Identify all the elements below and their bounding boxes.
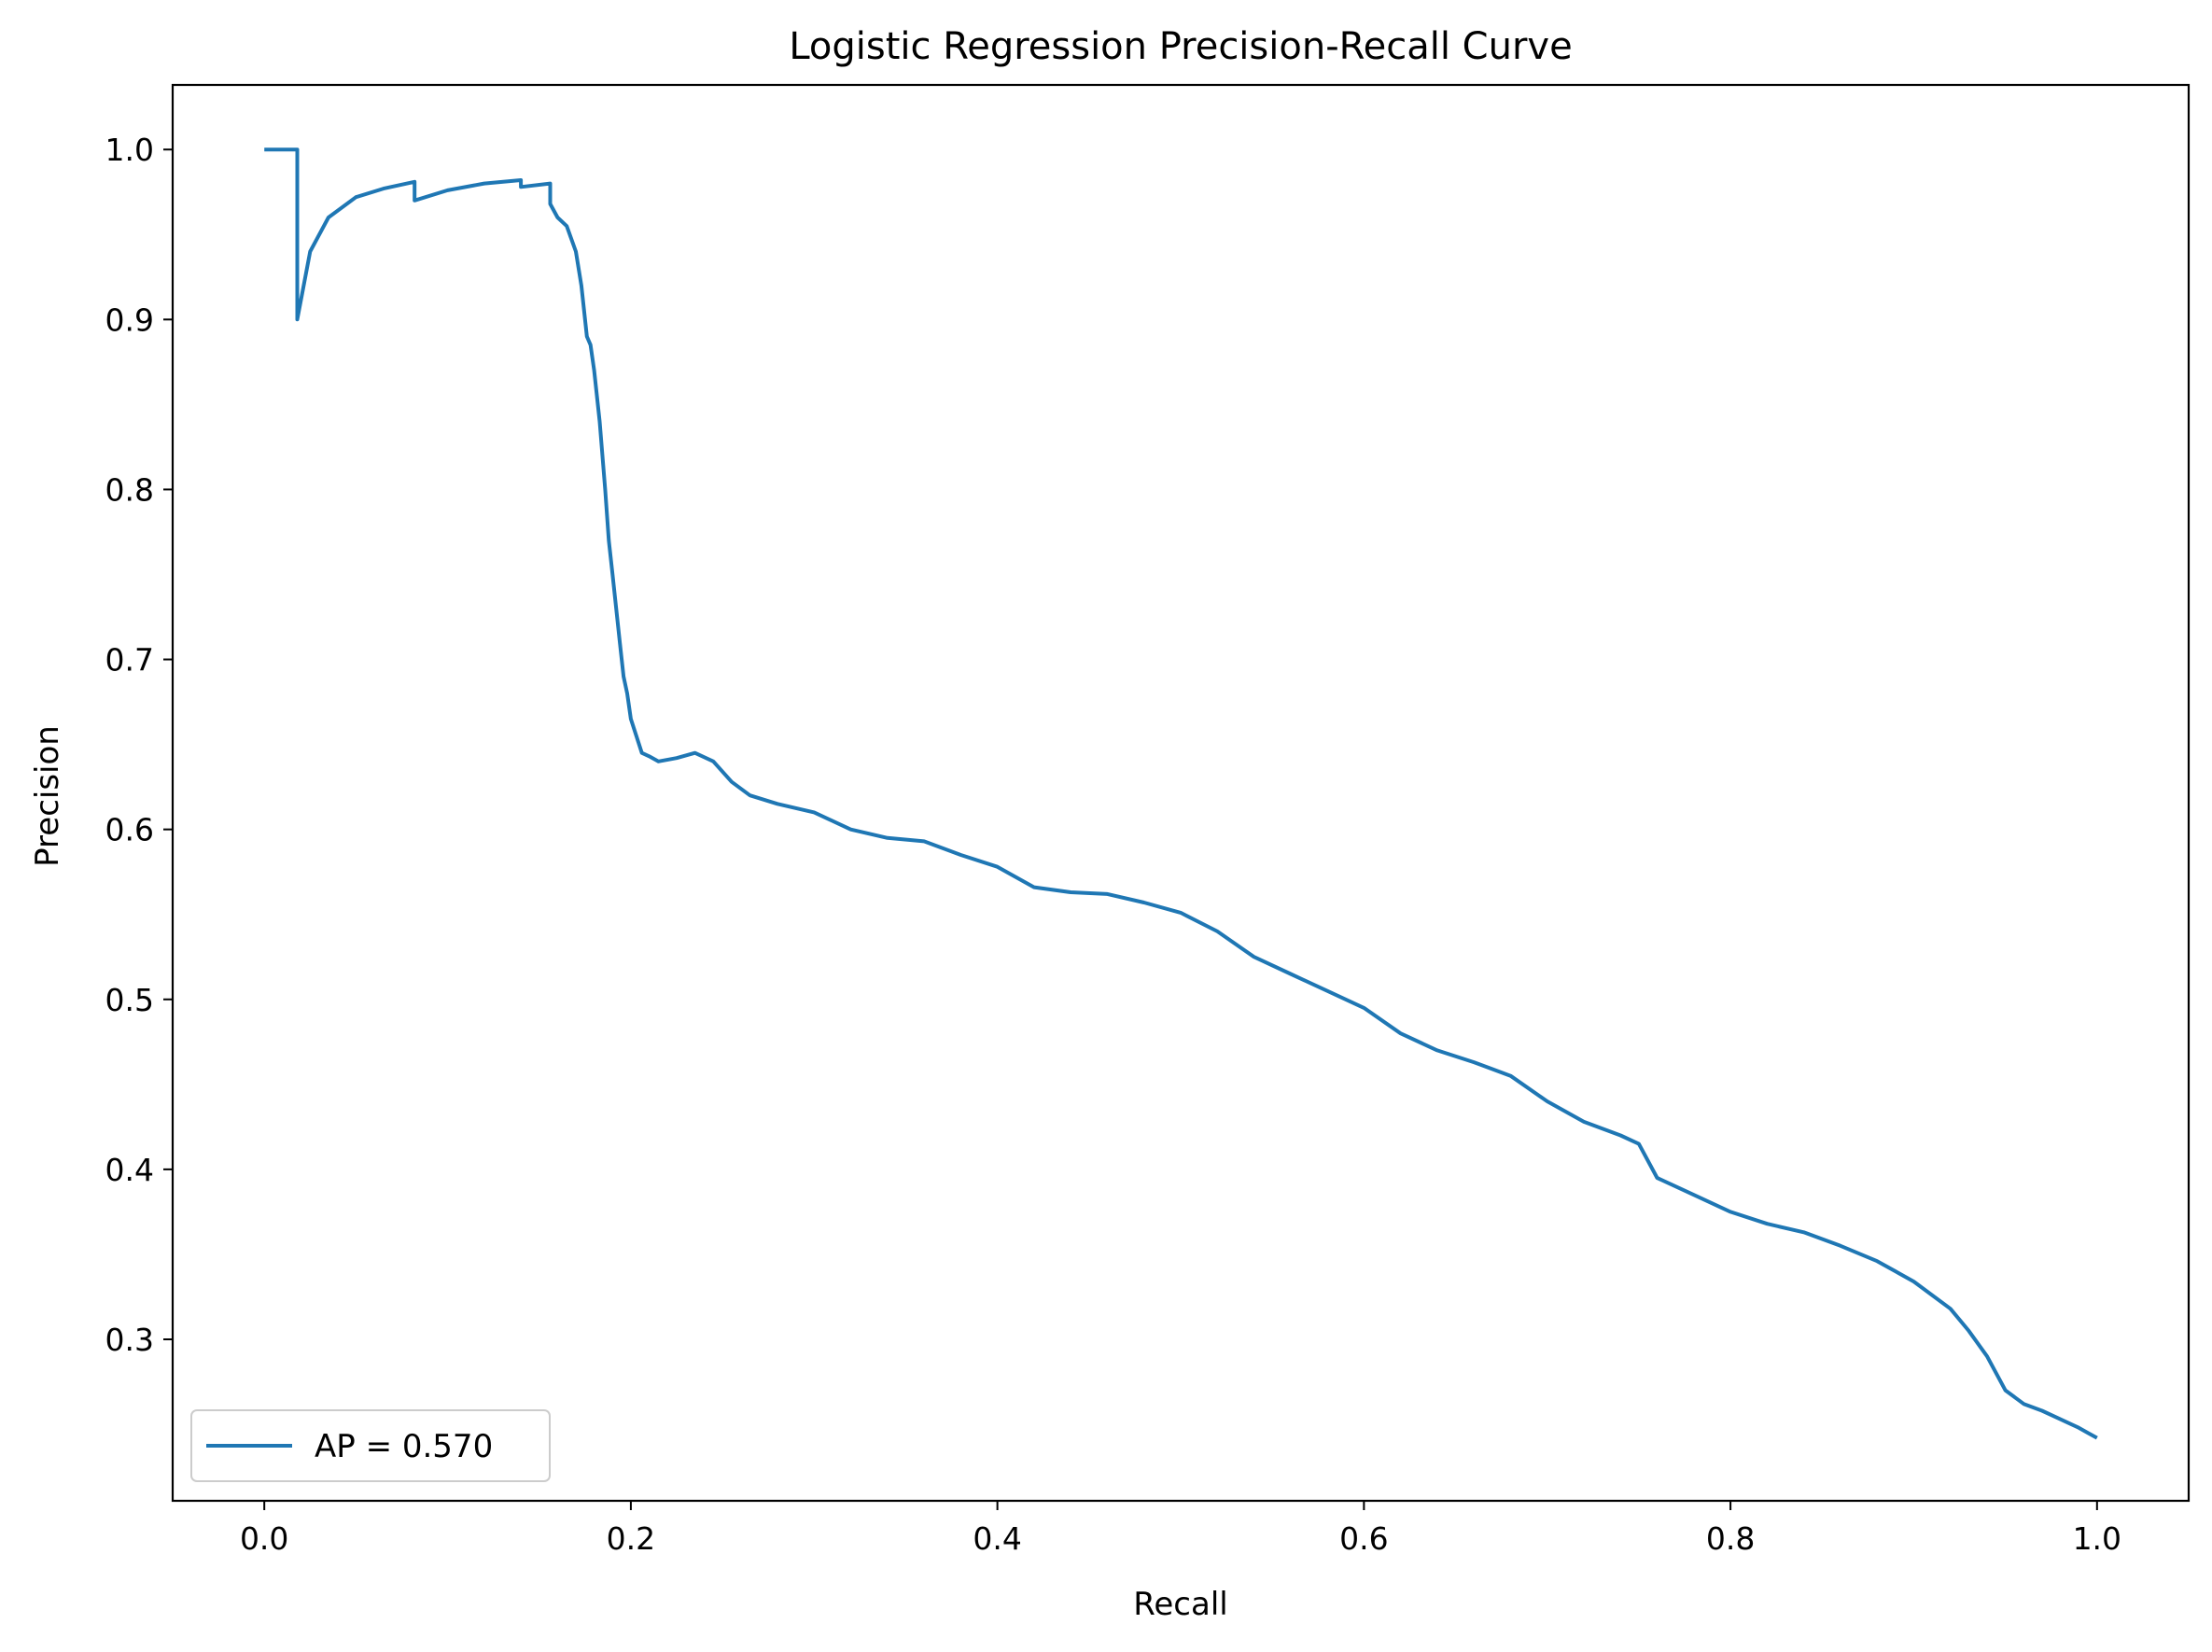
chart-title: Logistic Regression Precision-Recall Cur… bbox=[789, 25, 1572, 68]
legend-entry-label: AP = 0.570 bbox=[315, 1428, 493, 1465]
y-tick-label: 0.5 bbox=[105, 982, 154, 1018]
x-axis-label: Recall bbox=[1133, 1586, 1227, 1623]
legend: AP = 0.570 bbox=[190, 1409, 551, 1482]
x-tick-label: 0.2 bbox=[607, 1520, 655, 1557]
y-axis-label: Precision bbox=[29, 725, 66, 867]
series-line bbox=[264, 147, 2098, 1440]
y-axis-ticks: 0.3 0.4 0.5 0.6 0.7 0.8 0.9 1.0 bbox=[105, 132, 173, 1358]
legend-frame bbox=[190, 1409, 551, 1482]
y-tick-label: 0.9 bbox=[105, 301, 154, 338]
y-tick-label: 0.7 bbox=[105, 642, 154, 679]
y-tick-label: 0.6 bbox=[105, 812, 154, 848]
y-tick-label: 0.4 bbox=[105, 1152, 154, 1188]
x-axis-ticks: 0.0 0.2 0.4 0.6 0.8 1.0 bbox=[240, 1501, 2121, 1557]
y-tick-label: 1.0 bbox=[105, 132, 154, 168]
x-tick-label: 0.6 bbox=[1339, 1520, 1388, 1557]
x-tick-label: 0.0 bbox=[240, 1520, 288, 1557]
y-tick-label: 0.3 bbox=[105, 1322, 154, 1358]
x-tick-label: 1.0 bbox=[2073, 1520, 2121, 1557]
plot-area-frame bbox=[171, 83, 2191, 1503]
x-tick-label: 0.8 bbox=[1706, 1520, 1755, 1557]
x-tick-label: 0.4 bbox=[973, 1520, 1021, 1557]
y-tick-label: 0.8 bbox=[105, 471, 154, 508]
